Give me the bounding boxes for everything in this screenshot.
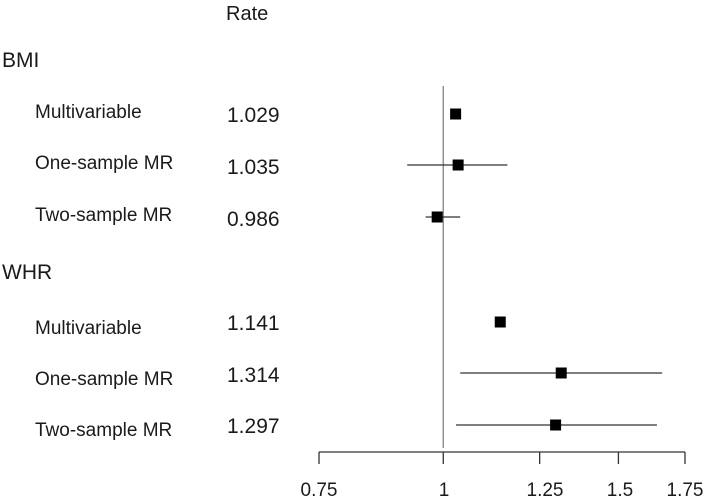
x-tick-label: 0.75 [300, 480, 338, 501]
x-tick-label: 1.75 [666, 480, 704, 501]
rate-value: 0.986 [227, 208, 280, 231]
point-estimate [452, 159, 464, 171]
rate-value: 1.035 [227, 156, 280, 179]
group-label-whr: WHR [2, 261, 53, 284]
row-label: Two-sample MR [35, 205, 173, 226]
row-label: One-sample MR [35, 153, 174, 174]
x-tick-label: 1 [438, 480, 450, 501]
rate-value: 1.029 [227, 104, 280, 127]
rate-value: 1.314 [227, 364, 280, 387]
point-estimate [431, 211, 443, 223]
point-estimate [450, 108, 462, 120]
rate-value: 1.297 [227, 415, 280, 438]
rate-value: 1.141 [227, 312, 280, 335]
row-label: Multivariable [35, 318, 142, 339]
x-tick-label: 1.5 [606, 480, 634, 501]
point-estimate [550, 419, 562, 431]
point-estimate [555, 367, 567, 379]
x-tick-label: 1.25 [526, 480, 564, 501]
rate-column-header: Rate [226, 3, 269, 25]
row-label: Multivariable [35, 102, 142, 123]
row-label: Two-sample MR [35, 420, 173, 441]
point-estimate [494, 316, 506, 328]
row-label: One-sample MR [35, 369, 174, 390]
group-label-bmi: BMI [2, 49, 40, 72]
